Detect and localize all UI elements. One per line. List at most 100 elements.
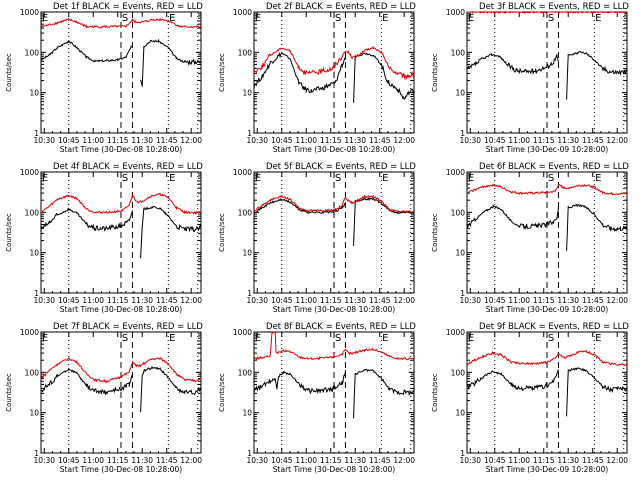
y-tick-label: 1 — [247, 449, 252, 458]
x-axis-label: Start Time (30-Dec-09 10:28:00) — [486, 145, 608, 154]
y-tick-label: 100 — [25, 48, 40, 57]
region-marker-label: E — [169, 13, 175, 24]
lld-series-line — [253, 194, 415, 214]
x-tick-label: 10:45 — [58, 296, 80, 305]
x-tick-label: 11:15 — [320, 296, 342, 305]
y-tick-label: 1 — [247, 129, 252, 138]
y-tick-label: 100 — [238, 368, 253, 377]
panel-title: Det 3f BLACK = Events, RED = LLD — [479, 2, 629, 12]
lld-series-line — [467, 11, 628, 14]
x-tick-label: 11:30 — [557, 296, 579, 305]
y-tick-label: 1000 — [20, 168, 39, 177]
events-series-line — [253, 51, 415, 103]
y-tick-label: 1000 — [233, 328, 252, 337]
x-tick-label: 11:30 — [557, 456, 579, 465]
x-tick-label: 11:45 — [369, 456, 391, 465]
x-axis-label: Start Time (30-Dec-08 10:28:00) — [60, 305, 182, 314]
y-axis-label: Counts/sec — [218, 213, 226, 252]
events-series-line — [40, 38, 202, 87]
y-tick-label: 10 — [242, 89, 252, 98]
y-tick-label: 1000 — [233, 8, 252, 17]
detector-panel-9: Det 9f BLACK = Events, RED = LLD 1 10 100 10… — [431, 322, 629, 474]
x-tick-label: 11:45 — [369, 136, 391, 145]
x-tick-label: 11:15 — [107, 136, 129, 145]
region-marker-label: E — [169, 333, 175, 344]
region-marker-label: S — [122, 13, 128, 24]
lld-series-line — [253, 331, 415, 361]
y-tick-label: 100 — [238, 208, 253, 217]
x-tick-label: 11:15 — [533, 456, 555, 465]
x-tick-label: 11:30 — [557, 136, 579, 145]
x-tick-label: 11:45 — [582, 136, 604, 145]
x-axis-label: Start Time (30-Dec-09 10:28:00) — [486, 465, 608, 474]
lld-series-line — [466, 183, 628, 196]
x-tick-label: 10:30 — [246, 136, 268, 145]
x-tick-label: 11:15 — [533, 296, 555, 305]
region-marker-label: E — [42, 333, 48, 344]
events-series-line — [466, 203, 628, 251]
panel-title: Det 2f BLACK = Events, RED = LLD — [266, 2, 416, 12]
lld-series-line — [466, 349, 628, 367]
x-tick-label: 11:00 — [82, 456, 104, 465]
detector-panel-8: Det 8f BLACK = Events, RED = LLD 1 10 100 10… — [218, 322, 416, 474]
y-tick-label: 1000 — [20, 8, 39, 17]
x-tick-label: 12:00 — [393, 296, 415, 305]
y-tick-label: 10 — [242, 409, 252, 418]
lld-series-line — [40, 17, 202, 29]
x-tick-label: 11:15 — [320, 456, 342, 465]
x-tick-label: 11:00 — [295, 456, 317, 465]
y-tick-label: 1 — [460, 129, 465, 138]
detector-panel-1: Det 1f BLACK = Events, RED = LLD 1 10 100 10… — [5, 2, 203, 154]
x-tick-label: 10:45 — [484, 456, 506, 465]
y-tick-label: 100 — [25, 208, 40, 217]
y-tick-label: 100 — [25, 368, 40, 377]
x-tick-label: 10:45 — [58, 136, 80, 145]
y-tick-label: 10 — [455, 249, 465, 258]
y-tick-label: 1 — [34, 449, 39, 458]
region-marker-label: E — [255, 173, 261, 184]
x-tick-label: 12:00 — [180, 296, 202, 305]
region-marker-label: E — [382, 333, 388, 344]
region-marker-label: E — [42, 173, 48, 184]
x-tick-label: 10:30 — [33, 136, 55, 145]
region-marker-label: S — [335, 333, 341, 344]
x-tick-label: 11:30 — [131, 456, 153, 465]
panel-title: Det 8f BLACK = Events, RED = LLD — [266, 322, 416, 332]
x-tick-label: 11:45 — [582, 296, 604, 305]
x-tick-label: 10:45 — [484, 136, 506, 145]
events-series-line — [253, 368, 415, 419]
y-tick-label: 1000 — [233, 168, 252, 177]
events-series-line — [40, 365, 202, 413]
y-tick-label: 100 — [451, 368, 466, 377]
x-tick-label: 11:45 — [156, 136, 178, 145]
x-tick-label: 11:30 — [131, 136, 153, 145]
region-marker-label: S — [335, 13, 341, 24]
y-tick-label: 10 — [455, 409, 465, 418]
y-axis-label: Counts/sec — [431, 373, 439, 412]
region-marker-label: S — [335, 173, 341, 184]
panel-title: Det 5f BLACK = Events, RED = LLD — [266, 162, 416, 172]
region-marker-label: E — [169, 173, 175, 184]
x-tick-label: 10:30 — [33, 296, 55, 305]
x-tick-label: 10:45 — [271, 136, 293, 145]
panel-title: Det 4f BLACK = Events, RED = LLD — [53, 162, 203, 172]
detector-panel-5: Det 5f BLACK = Events, RED = LLD 1 10 100 10… — [218, 162, 416, 314]
region-marker-label: S — [122, 173, 128, 184]
x-axis-label: Start Time (30-Dec-08 10:28:00) — [273, 145, 395, 154]
y-tick-label: 100 — [451, 48, 466, 57]
region-marker-label: S — [548, 13, 554, 24]
y-tick-label: 1 — [247, 289, 252, 298]
region-marker-label: E — [382, 13, 388, 24]
region-marker-label: E — [382, 173, 388, 184]
y-tick-label: 10 — [455, 89, 465, 98]
y-tick-label: 1000 — [446, 8, 465, 17]
y-axis-label: Counts/sec — [431, 53, 439, 92]
x-tick-label: 11:15 — [320, 136, 342, 145]
events-series-line — [40, 205, 202, 259]
detector-panel-4: Det 4f BLACK = Events, RED = LLD 1 10 100 10… — [5, 162, 203, 314]
region-marker-label: E — [595, 13, 601, 24]
region-marker-label: S — [122, 333, 128, 344]
y-axis-label: Counts/sec — [218, 373, 226, 412]
x-tick-label: 11:00 — [82, 296, 104, 305]
